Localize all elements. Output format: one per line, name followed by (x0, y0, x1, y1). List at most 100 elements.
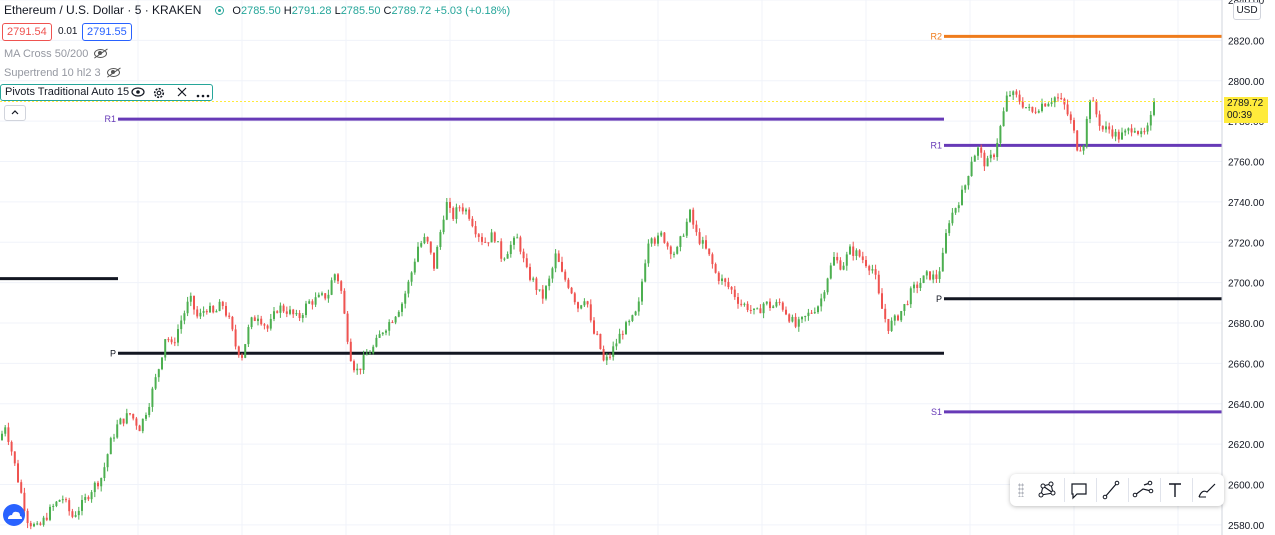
candle (679, 236, 682, 247)
collapse-legend-button[interactable] (4, 105, 26, 121)
bar-countdown: 00:39 (1227, 110, 1253, 121)
candle (698, 232, 701, 244)
candle (365, 353, 368, 356)
price-change: +5.03 (+0.18%) (434, 5, 511, 17)
price-tick-label: 2620.00 (1228, 440, 1265, 451)
price-axis[interactable]: 2580.00 2600.00 2620.00 2640.00 2660.00 2680.… (1228, 0, 1265, 532)
nodes-icon[interactable] (1034, 478, 1060, 502)
price-tick-label: 2700.00 (1228, 279, 1265, 290)
candle (135, 418, 138, 426)
candle (823, 292, 826, 299)
candle (349, 341, 352, 362)
candle (487, 242, 490, 244)
candle (525, 258, 528, 268)
candle (570, 287, 573, 294)
brush-icon[interactable] (1194, 478, 1220, 502)
drag-handle-icon[interactable] (1018, 483, 1024, 497)
candle (397, 311, 400, 317)
indicator-pivots[interactable]: Pivots Traditional Auto 15 (0, 84, 213, 101)
candle (423, 237, 426, 244)
candle (938, 271, 941, 280)
candle (1146, 125, 1149, 132)
more-icon[interactable] (196, 89, 210, 101)
symbol-title[interactable]: Ethereum / U.S. Dollar · 5 · KRAKEN (4, 3, 202, 17)
candle (161, 357, 163, 370)
candle (452, 207, 455, 219)
candle (10, 441, 13, 452)
candle (45, 517, 48, 520)
candle (1044, 103, 1047, 107)
candle (1021, 101, 1024, 108)
candle (1108, 126, 1111, 130)
candle (417, 246, 419, 262)
candle (1098, 114, 1101, 126)
candle (362, 355, 365, 370)
text-icon[interactable] (1162, 478, 1188, 502)
candle (1149, 114, 1152, 126)
candle (97, 482, 99, 487)
candle (247, 327, 250, 345)
pivot-label-p: P (936, 294, 942, 304)
comment-icon[interactable] (1066, 478, 1092, 502)
candle (413, 261, 416, 273)
candle (893, 315, 896, 321)
candle (986, 158, 989, 167)
pivot-label-r1: R1 (104, 114, 116, 124)
candle (721, 278, 723, 282)
trend-line-icon[interactable] (1098, 478, 1124, 502)
candle (964, 185, 967, 190)
candle (663, 232, 666, 243)
close-icon[interactable] (177, 87, 187, 100)
candle (836, 256, 839, 261)
candle (260, 318, 263, 325)
candle (561, 261, 563, 272)
candle (343, 290, 346, 314)
candle (145, 414, 147, 419)
candle (557, 253, 560, 262)
indicator-ma-cross[interactable]: MA Cross 50/200 (4, 48, 108, 60)
tradingview-logo[interactable] (3, 504, 25, 526)
candle (36, 523, 39, 525)
candle (1153, 101, 1155, 115)
candles (1, 89, 1155, 530)
candle (138, 425, 141, 432)
path-icon[interactable] (1130, 478, 1156, 502)
candle (759, 308, 762, 314)
pivot-label-r2: R2 (930, 31, 942, 41)
eye-hidden-icon[interactable] (106, 68, 120, 77)
price-tick-label: 2720.00 (1228, 238, 1265, 249)
candle (481, 236, 483, 242)
currency-button[interactable]: USD (1233, 2, 1261, 20)
candle (477, 234, 480, 237)
candle (212, 305, 215, 313)
candle (983, 152, 986, 167)
candle (941, 252, 944, 272)
candle (657, 235, 659, 244)
candle (234, 329, 237, 347)
spread-value: 0.01 (58, 26, 78, 37)
indicator-supertrend[interactable]: Supertrend 10 hl2 3 (4, 67, 120, 79)
eye-icon[interactable] (131, 87, 145, 100)
candle (532, 278, 535, 280)
candle (593, 320, 595, 334)
candle (871, 269, 874, 271)
eye-hidden-icon[interactable] (94, 49, 108, 58)
gear-icon[interactable] (153, 87, 165, 102)
candle (589, 304, 592, 321)
candle (461, 207, 464, 212)
candle (743, 303, 746, 305)
candle (935, 274, 938, 280)
candle (855, 250, 858, 256)
sell-button[interactable]: 2791.54 (2, 23, 52, 41)
candle (225, 305, 227, 316)
candle (52, 505, 55, 507)
buy-button[interactable]: 2791.55 (82, 23, 132, 41)
candle (356, 368, 359, 371)
candle (177, 329, 179, 343)
candle (65, 499, 67, 501)
candle (474, 226, 477, 235)
candle (916, 284, 919, 288)
candle (29, 523, 32, 527)
indicator-pivots-label: Pivots Traditional Auto 15 (5, 86, 130, 98)
